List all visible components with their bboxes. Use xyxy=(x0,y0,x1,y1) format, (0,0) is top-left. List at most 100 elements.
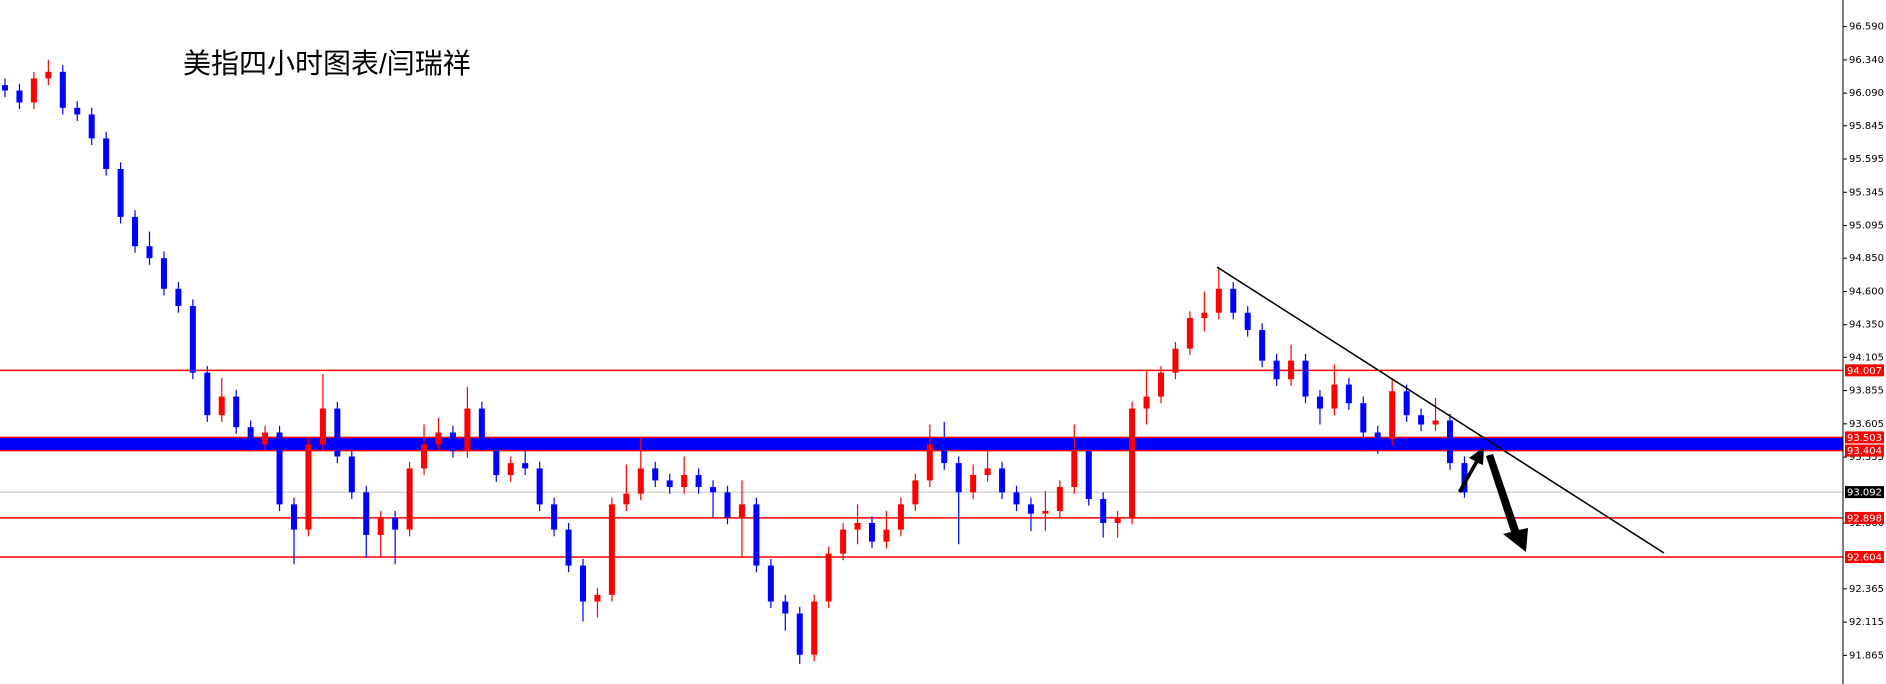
level-box xyxy=(1845,511,1884,524)
candle-body xyxy=(2,85,8,91)
candle-body xyxy=(666,480,673,488)
candle-body xyxy=(1172,348,1179,373)
candle-body xyxy=(926,444,933,481)
candle-body xyxy=(1288,360,1295,380)
candle-body xyxy=(594,594,601,602)
candle-body xyxy=(478,408,485,445)
y-tick-label: 94.600 xyxy=(1849,286,1884,297)
candle-body xyxy=(753,504,760,566)
candle-body xyxy=(1114,517,1121,523)
current-price-label: 93.092 xyxy=(1847,488,1882,499)
candle-body xyxy=(1186,318,1193,349)
candle-body xyxy=(984,468,991,476)
candle-body xyxy=(363,492,370,535)
candle-body xyxy=(406,468,413,530)
level-label: 94.007 xyxy=(1847,366,1882,377)
y-tick-label: 96.590 xyxy=(1849,22,1884,33)
y-tick-label: 94.350 xyxy=(1849,320,1884,331)
candle-body xyxy=(74,107,81,115)
candle-body xyxy=(869,522,875,542)
candle-body xyxy=(1230,288,1237,313)
zone-label: 93.503 xyxy=(1847,433,1882,444)
candle-body xyxy=(652,468,659,481)
candle-body xyxy=(695,475,702,488)
y-tick-label: 96.090 xyxy=(1849,88,1884,99)
candle-body xyxy=(941,444,948,464)
up-arrow xyxy=(1458,447,1484,493)
candle-body xyxy=(724,492,731,518)
zone xyxy=(0,437,1843,451)
candle-body xyxy=(16,90,23,103)
candle-body xyxy=(1461,463,1468,493)
candle-body xyxy=(1331,384,1338,409)
y-tick-label: 95.845 xyxy=(1849,121,1884,132)
candle-body xyxy=(1158,372,1164,397)
candle-body xyxy=(1302,360,1309,397)
y-tick-label: 94.105 xyxy=(1849,352,1884,363)
candle-body xyxy=(45,71,52,79)
candle-body xyxy=(536,468,543,505)
current-price-box xyxy=(1845,486,1884,499)
candle-body xyxy=(681,475,688,488)
candle-body xyxy=(30,78,37,103)
candle-body xyxy=(1071,451,1078,488)
candle-body xyxy=(796,613,803,655)
y-tick-label: 95.595 xyxy=(1849,154,1884,165)
candle-body xyxy=(392,517,399,530)
level-label: 92.898 xyxy=(1847,513,1882,524)
candle-body xyxy=(608,504,615,595)
candle-body xyxy=(1432,420,1439,425)
zone-label: 93.404 xyxy=(1847,446,1882,457)
y-tick-label: 92.365 xyxy=(1849,584,1884,595)
candle-body xyxy=(59,71,66,108)
candle-body xyxy=(117,169,124,217)
candle-body xyxy=(204,372,211,416)
candle-body xyxy=(1273,360,1280,380)
candle-body xyxy=(580,565,586,602)
candle-body xyxy=(1085,451,1092,500)
candle-body xyxy=(435,432,442,445)
candle-body xyxy=(782,601,789,614)
candle-body xyxy=(233,396,240,428)
candle-body xyxy=(565,529,572,566)
candle-body xyxy=(767,565,774,602)
candle-body xyxy=(955,463,962,493)
candle-body xyxy=(999,468,1006,493)
y-tick-label: 93.855 xyxy=(1849,386,1884,397)
candle-body xyxy=(637,468,644,494)
down-arrow xyxy=(1486,454,1528,552)
candle-body xyxy=(421,444,428,469)
candle-body xyxy=(218,396,225,416)
candle-body xyxy=(1244,312,1251,331)
candle-body xyxy=(88,114,95,139)
y-tick-label: 95.345 xyxy=(1849,187,1884,198)
y-tick-label: 91.865 xyxy=(1849,650,1884,661)
candle-body xyxy=(1316,396,1323,409)
candle-body xyxy=(1201,312,1208,319)
candle-body xyxy=(334,408,341,457)
y-tick-label: 93.605 xyxy=(1849,419,1884,430)
y-tick-label: 93.355 xyxy=(1849,452,1884,463)
candle-body xyxy=(464,408,471,452)
candle-body xyxy=(897,504,904,530)
candle-body xyxy=(1360,403,1367,433)
candle-body xyxy=(623,493,630,505)
annotations xyxy=(1216,266,1665,554)
candle-body xyxy=(883,529,890,542)
candle-body xyxy=(811,601,818,655)
candle-body xyxy=(970,475,977,493)
candle-body xyxy=(276,432,283,505)
candle-body xyxy=(262,432,269,445)
candle-body xyxy=(247,427,254,445)
zone-box xyxy=(1845,444,1884,457)
axis-layer: 96.590 96.340 96.090 95.845 95.595 95.345 95.0… xyxy=(1843,22,1884,661)
candle-body xyxy=(1143,396,1150,409)
candle-body xyxy=(1042,511,1049,514)
candle-body xyxy=(825,553,832,602)
candle-body xyxy=(1259,330,1266,361)
y-tick-label: 95.095 xyxy=(1849,221,1884,232)
candle-body xyxy=(189,306,196,373)
candle-body xyxy=(175,288,182,307)
